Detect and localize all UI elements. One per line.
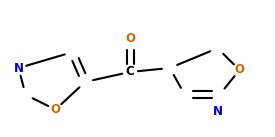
- Text: C: C: [126, 65, 134, 79]
- Text: N: N: [213, 105, 222, 118]
- Text: N: N: [13, 62, 24, 75]
- Text: O: O: [235, 63, 244, 76]
- Text: O: O: [125, 32, 135, 45]
- Text: O: O: [50, 103, 60, 116]
